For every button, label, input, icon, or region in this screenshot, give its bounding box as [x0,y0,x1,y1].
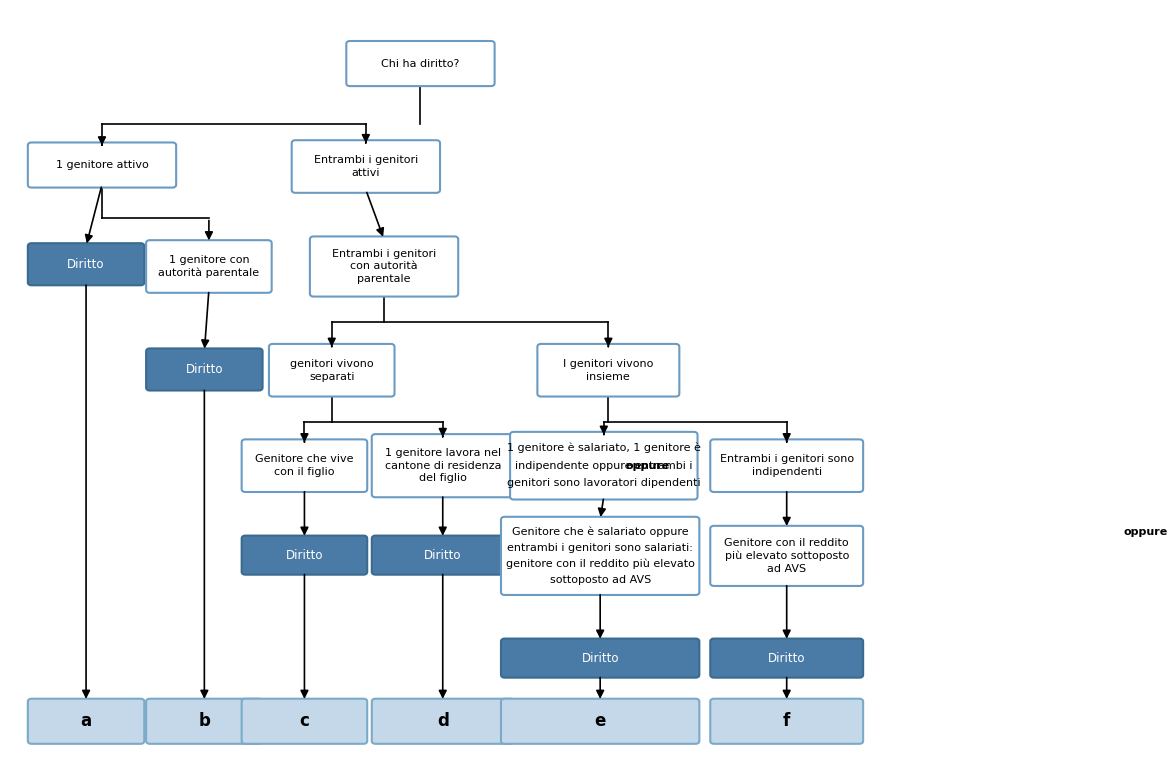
FancyBboxPatch shape [28,698,144,744]
FancyBboxPatch shape [28,142,176,188]
Text: Diritto: Diritto [581,651,619,664]
FancyBboxPatch shape [309,236,458,296]
FancyBboxPatch shape [710,526,863,586]
FancyBboxPatch shape [292,140,440,193]
Text: e: e [594,712,606,730]
FancyBboxPatch shape [500,698,700,744]
FancyBboxPatch shape [500,517,700,595]
Text: oppure: oppure [1124,527,1168,537]
Text: Entrambi i genitori sono
indipendenti: Entrambi i genitori sono indipendenti [720,454,853,477]
Text: oppure: oppure [626,461,669,470]
FancyBboxPatch shape [241,439,367,492]
Text: a: a [81,712,91,730]
FancyBboxPatch shape [510,432,697,499]
Text: b: b [198,712,210,730]
FancyBboxPatch shape [268,344,395,397]
FancyBboxPatch shape [372,536,513,575]
FancyBboxPatch shape [500,638,700,678]
Text: genitore con il reddito più elevato: genitore con il reddito più elevato [506,559,695,569]
Text: 1 genitore lavora nel
cantone di residenza
del figlio: 1 genitore lavora nel cantone di residen… [384,448,500,483]
Text: indipendente oppure entrambi i: indipendente oppure entrambi i [515,461,693,470]
FancyBboxPatch shape [28,243,144,285]
FancyBboxPatch shape [241,698,367,744]
FancyBboxPatch shape [710,698,863,744]
FancyBboxPatch shape [372,698,513,744]
Text: 1 genitore attivo: 1 genitore attivo [55,160,149,170]
Text: Diritto: Diritto [286,549,323,562]
Text: 1 genitore con
autorità parentale: 1 genitore con autorità parentale [158,255,259,278]
FancyBboxPatch shape [346,41,495,86]
FancyBboxPatch shape [146,698,263,744]
Text: Entrambi i genitori
con autorità
parentale: Entrambi i genitori con autorità parenta… [332,249,436,284]
FancyBboxPatch shape [146,240,272,293]
Text: c: c [300,712,309,730]
Text: entrambi i genitori sono salariati:: entrambi i genitori sono salariati: [507,543,693,553]
FancyBboxPatch shape [241,536,367,575]
Text: I genitori vivono
insieme: I genitori vivono insieme [564,359,654,382]
Text: Genitore che vive
con il figlio: Genitore che vive con il figlio [255,454,354,477]
Text: d: d [437,712,449,730]
FancyBboxPatch shape [146,348,263,391]
FancyBboxPatch shape [538,344,680,397]
Text: Genitore che è salariato oppure: Genitore che è salariato oppure [512,527,688,537]
FancyBboxPatch shape [710,439,863,492]
Text: f: f [783,712,790,730]
Text: Diritto: Diritto [67,258,104,271]
Text: Diritto: Diritto [185,363,223,376]
Text: genitori sono lavoratori dipendenti: genitori sono lavoratori dipendenti [507,478,701,489]
Text: Entrambi i genitori
attivi: Entrambi i genitori attivi [314,155,418,178]
Text: 1 genitore è salariato, 1 genitore è: 1 genitore è salariato, 1 genitore è [506,443,701,453]
FancyBboxPatch shape [372,434,513,497]
Text: sottoposto ad AVS: sottoposto ad AVS [550,575,650,585]
Text: Chi ha diritto?: Chi ha diritto? [381,59,459,68]
FancyBboxPatch shape [710,638,863,678]
Text: Genitore con il reddito
più elevato sottoposto
ad AVS: Genitore con il reddito più elevato sott… [724,538,849,574]
Text: Diritto: Diritto [768,651,805,664]
Text: Diritto: Diritto [424,549,462,562]
Text: genitori vivono
separati: genitori vivono separati [289,359,374,382]
